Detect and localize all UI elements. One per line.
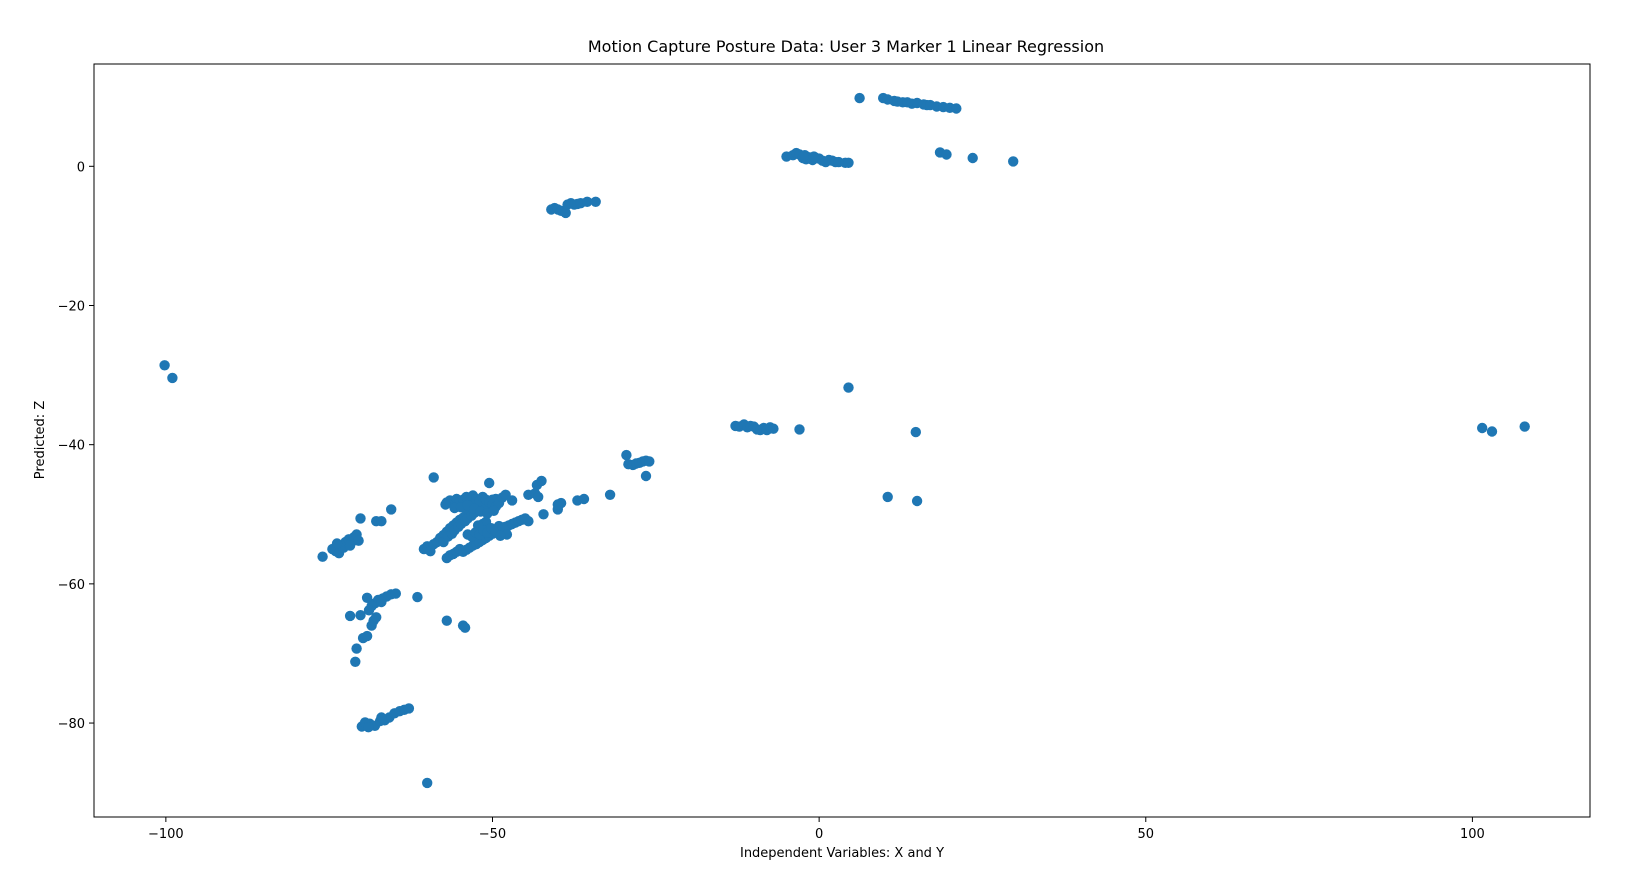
data-point <box>361 630 373 642</box>
data-point <box>355 513 366 524</box>
data-point <box>376 516 387 527</box>
x-tick-label: −50 <box>479 827 506 842</box>
data-point <box>495 530 506 541</box>
data-point <box>371 612 382 623</box>
data-point <box>428 472 439 483</box>
y-tick-label: 0 <box>77 160 85 175</box>
chart-title: Motion Capture Posture Data: User 3 Mark… <box>588 37 1104 56</box>
data-point <box>441 615 452 626</box>
y-axis-ticks: 0 −20 −40 −60 −80 <box>58 160 94 732</box>
data-point <box>533 491 544 503</box>
plot-frame <box>93 63 1591 818</box>
data-point <box>560 207 571 219</box>
data-point <box>403 703 415 714</box>
data-point <box>159 360 170 371</box>
data-point <box>353 535 364 546</box>
data-point <box>640 470 652 482</box>
data-point <box>440 499 451 510</box>
data-point <box>590 196 601 207</box>
data-point <box>317 551 328 562</box>
data-point <box>361 592 373 603</box>
data-point <box>794 424 805 435</box>
data-point <box>484 477 495 489</box>
data-point <box>768 423 779 434</box>
data-point <box>363 722 374 733</box>
data-point <box>1477 422 1488 434</box>
data-point <box>412 591 423 603</box>
data-point <box>386 504 397 515</box>
y-tick-label: −60 <box>58 578 85 593</box>
data-point <box>854 92 865 104</box>
data-point <box>799 150 810 161</box>
data-point <box>1008 156 1019 167</box>
data-point <box>843 382 854 393</box>
data-point <box>951 103 962 114</box>
data-point <box>344 610 356 622</box>
data-point <box>350 656 361 667</box>
y-tick-label: −40 <box>58 439 85 454</box>
data-point <box>167 372 178 384</box>
data-point <box>911 495 923 507</box>
data-point <box>536 475 547 487</box>
data-points <box>159 92 1530 789</box>
data-point <box>506 495 518 506</box>
data-point <box>578 493 590 505</box>
y-tick-label: −20 <box>58 299 85 314</box>
data-point <box>376 712 387 723</box>
y-tick-label: −80 <box>58 717 85 732</box>
data-point <box>459 622 471 633</box>
data-point <box>331 538 343 549</box>
data-point <box>621 449 632 461</box>
data-point <box>422 777 433 789</box>
data-point <box>355 610 366 621</box>
data-point <box>363 605 375 616</box>
data-point <box>555 497 567 509</box>
x-tick-label: 50 <box>1137 827 1154 842</box>
data-point <box>376 596 387 608</box>
y-axis-label: Predicted: Z <box>33 401 48 480</box>
data-point <box>967 152 978 164</box>
x-tick-label: −100 <box>148 827 184 842</box>
data-point <box>1519 421 1530 432</box>
data-point <box>488 505 499 516</box>
data-point <box>344 540 356 551</box>
data-point <box>351 643 362 654</box>
data-point <box>644 456 655 467</box>
data-point <box>882 491 893 503</box>
x-axis-ticks: −100 −50 0 50 100 <box>148 817 1485 842</box>
x-axis-label: Independent Variables: X and Y <box>740 846 944 861</box>
data-point <box>538 509 549 520</box>
data-point <box>390 588 401 599</box>
data-point <box>523 516 534 527</box>
data-point <box>1486 426 1498 437</box>
data-point <box>604 489 616 500</box>
x-tick-label: 0 <box>815 827 823 842</box>
x-tick-label: 100 <box>1460 827 1485 842</box>
data-point <box>843 157 854 168</box>
data-point <box>910 426 921 438</box>
data-point <box>808 151 820 162</box>
data-point <box>582 196 593 207</box>
data-point <box>941 149 952 160</box>
